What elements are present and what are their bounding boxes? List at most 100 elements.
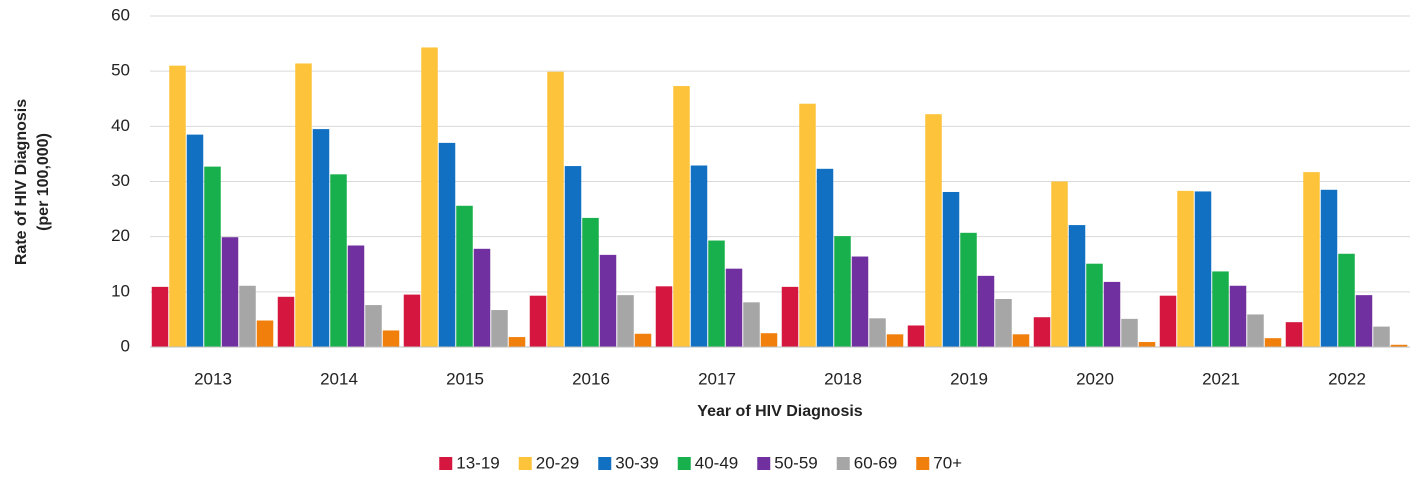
- legend-swatch: [677, 457, 691, 470]
- bar: [690, 165, 708, 347]
- legend-label: 40-49: [695, 453, 738, 472]
- bar: [421, 47, 438, 347]
- bar: [456, 205, 473, 347]
- y-tick-label: 10: [111, 281, 130, 300]
- bar: [204, 166, 221, 347]
- bar: [529, 295, 547, 347]
- y-tick-label: 30: [111, 171, 130, 190]
- bar: [295, 63, 312, 348]
- bar: [599, 254, 617, 347]
- bar: [312, 129, 330, 347]
- bar: [508, 337, 526, 347]
- bar: [708, 240, 725, 347]
- y-axis-title: Rate of HIV Diagnosis: [13, 99, 30, 265]
- x-axis-title: Year of HIV Diagnosis: [697, 403, 862, 420]
- bar: [673, 86, 690, 347]
- bar: [1247, 314, 1264, 347]
- bar: [851, 256, 869, 347]
- x-tick-label: 2019: [950, 369, 988, 388]
- legend-swatch: [518, 457, 532, 470]
- bar: [617, 295, 634, 347]
- legend-label: 30-39: [615, 453, 658, 472]
- bar: [1177, 190, 1194, 347]
- y-tick-label: 40: [111, 116, 130, 135]
- bar: [239, 285, 256, 347]
- bar: [781, 286, 799, 347]
- x-tick-label: 2017: [698, 369, 736, 388]
- bar: [403, 294, 421, 347]
- legend-label: 20-29: [536, 453, 579, 472]
- bar: [1338, 253, 1355, 347]
- bar: [151, 286, 169, 347]
- x-tick-label: 2016: [572, 369, 610, 388]
- bar: [491, 310, 508, 347]
- bar: [1285, 322, 1303, 347]
- bar: [925, 114, 942, 348]
- y-tick-label: 60: [111, 5, 130, 24]
- x-tick-label: 2014: [320, 369, 358, 388]
- x-tick-label: 2018: [824, 369, 862, 388]
- bar: [1103, 281, 1121, 347]
- y-tick-label: 0: [121, 336, 130, 355]
- bar: [977, 275, 995, 347]
- bar: [869, 318, 886, 347]
- x-tick-label: 2013: [194, 369, 232, 388]
- bar: [760, 333, 778, 347]
- bar: [186, 134, 204, 347]
- bar: [547, 71, 564, 348]
- bar: [438, 142, 456, 347]
- bar: [942, 191, 960, 347]
- bar: [169, 65, 186, 348]
- legend-label: 50-59: [774, 453, 817, 472]
- bar: [1012, 334, 1030, 347]
- y-axis-title: (per 100,000): [35, 133, 52, 231]
- legend-swatch: [439, 457, 453, 470]
- bar: [277, 296, 295, 347]
- bar: [1373, 326, 1390, 347]
- legend-swatch: [916, 457, 930, 470]
- legend-label: 70+: [933, 453, 962, 472]
- bar: [564, 166, 582, 347]
- x-tick-label: 2015: [446, 369, 484, 388]
- legend-swatch: [598, 457, 612, 470]
- bar: [1194, 191, 1212, 347]
- legend-label: 60-69: [854, 453, 897, 472]
- bar: [886, 334, 904, 347]
- bar: [256, 320, 274, 347]
- bar: [1121, 318, 1138, 347]
- bar: [1229, 285, 1247, 347]
- bar: [907, 325, 925, 347]
- bar: [816, 168, 834, 347]
- bar: [834, 236, 851, 347]
- bar: [1390, 344, 1408, 347]
- x-tick-label: 2022: [1328, 369, 1366, 388]
- bar: [1212, 271, 1229, 347]
- bar: [1303, 172, 1320, 347]
- bar: [1320, 189, 1338, 347]
- bar: [1159, 295, 1177, 347]
- y-tick-label: 50: [111, 61, 130, 80]
- bar: [1086, 263, 1103, 347]
- bar: [725, 268, 743, 347]
- x-tick-label: 2020: [1076, 369, 1114, 388]
- bar: [655, 286, 673, 347]
- x-tick-label: 2021: [1202, 369, 1240, 388]
- bar: [799, 103, 816, 347]
- bar: [1051, 181, 1068, 347]
- bar: [382, 330, 400, 347]
- legend-swatch: [836, 457, 850, 470]
- bar: [1264, 338, 1282, 347]
- bar: [634, 333, 652, 347]
- bar: [221, 237, 239, 347]
- y-tick-label: 20: [111, 226, 130, 245]
- bar: [330, 174, 347, 347]
- bar: [1033, 317, 1051, 347]
- legend-swatch: [757, 457, 771, 470]
- bar: [743, 302, 760, 347]
- bar: [995, 299, 1012, 347]
- bar: [1138, 342, 1156, 347]
- bar: [365, 305, 382, 347]
- bar: [960, 232, 977, 347]
- bar: [473, 248, 491, 347]
- bar: [1355, 295, 1373, 347]
